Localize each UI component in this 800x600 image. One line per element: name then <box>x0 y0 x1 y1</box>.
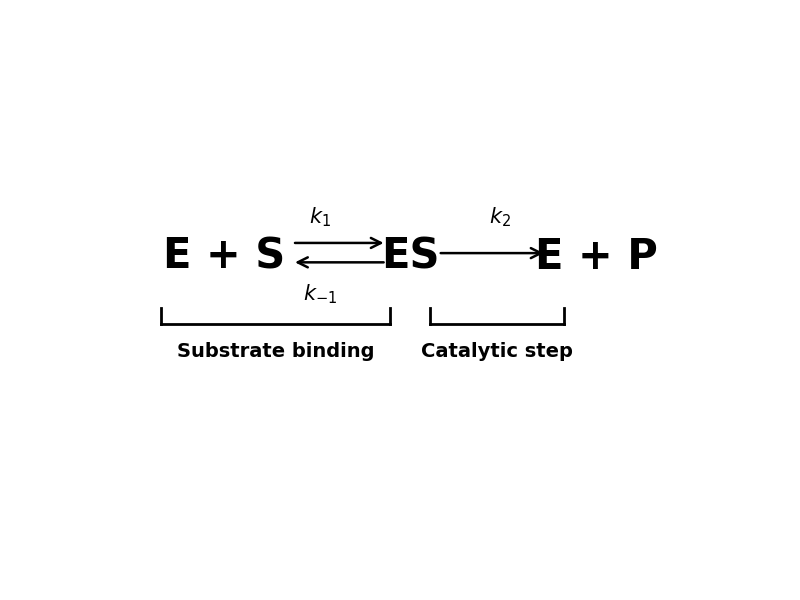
Text: Catalytic step: Catalytic step <box>421 342 573 361</box>
Text: $k_2$: $k_2$ <box>489 206 511 229</box>
Text: ES: ES <box>381 236 439 278</box>
Text: $k_{-1}$: $k_{-1}$ <box>303 282 338 305</box>
Text: Substrate binding: Substrate binding <box>177 342 374 361</box>
Text: $k_1$: $k_1$ <box>309 206 331 229</box>
Text: E + P: E + P <box>534 236 658 278</box>
Text: E + S: E + S <box>163 236 285 278</box>
